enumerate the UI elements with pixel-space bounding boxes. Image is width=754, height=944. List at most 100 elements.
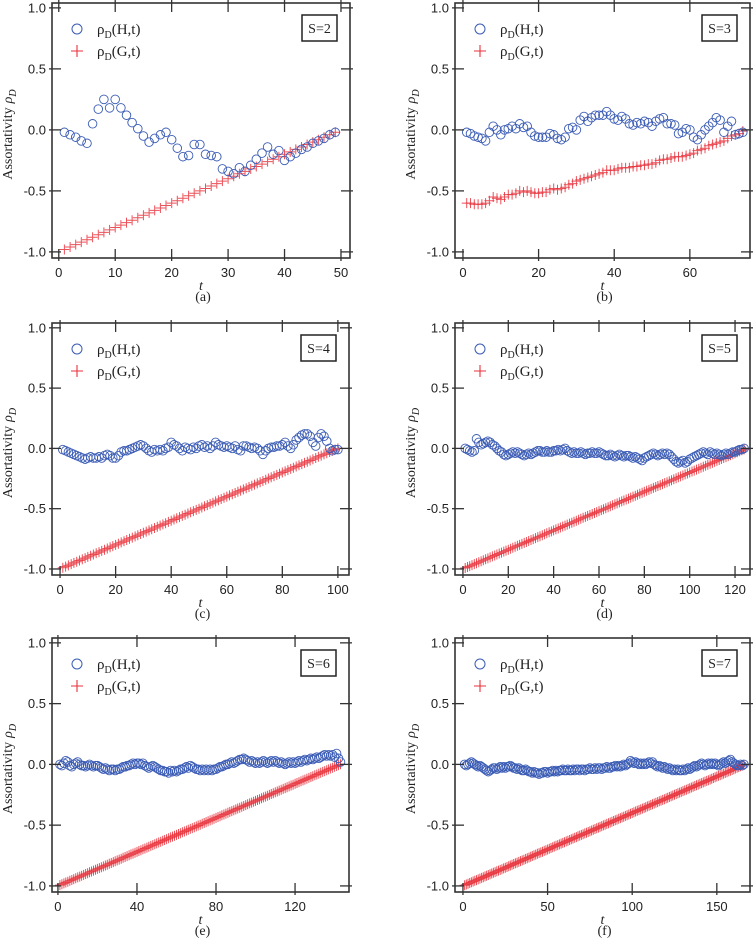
- data-point-circle: [210, 437, 221, 448]
- data-point-plus: [471, 558, 482, 569]
- data-point-plus: [222, 807, 233, 818]
- panel-e: 1.0 0.5 0.0 -0.5 -1.0 0 40 80 120 t Assortativity ρ…: [1, 635, 352, 939]
- y-axis-label: Assortativity ρD: [1, 723, 19, 814]
- legend-plus-icon: [71, 45, 83, 57]
- data-point-circle: [330, 127, 341, 138]
- data-point-plus: [255, 477, 266, 488]
- data-point-plus: [634, 488, 645, 499]
- y-tick-label: -0.5: [24, 818, 46, 833]
- data-point-plus: [327, 762, 338, 773]
- data-point-plus: [333, 760, 344, 771]
- data-point-circle: [579, 111, 589, 122]
- data-point-plus: [149, 523, 160, 533]
- data-point-circle: [166, 134, 177, 145]
- data-point-plus: [245, 163, 256, 174]
- data-point-circle: [294, 755, 304, 766]
- data-point-circle: [625, 755, 636, 766]
- y-tick-label: 1.0: [28, 635, 46, 650]
- data-point-circle: [544, 447, 554, 457]
- y-axis-label-text: Assortativity: [404, 426, 419, 498]
- data-point-plus: [211, 178, 222, 189]
- legend-label: ρD(G,t): [97, 364, 140, 383]
- data-point-plus: [211, 812, 221, 823]
- data-point-circle: [65, 760, 75, 771]
- data-point-plus: [224, 806, 235, 817]
- data-point-plus: [550, 524, 561, 535]
- data-point-plus: [179, 826, 190, 837]
- data-point-circle: [666, 119, 676, 129]
- data-point-plus: [252, 478, 263, 489]
- data-point-plus: [682, 468, 693, 479]
- data-point-circle: [470, 759, 480, 770]
- data-point-plus: [64, 875, 75, 886]
- data-point-plus: [285, 146, 296, 157]
- data-point-plus: [213, 812, 223, 822]
- data-point-circle: [639, 116, 650, 127]
- data-point-plus: [102, 543, 113, 554]
- legend-symbol: ρ: [500, 657, 508, 673]
- data-point-circle: [274, 758, 284, 768]
- s-label: S=3: [708, 22, 731, 37]
- data-point-circle: [499, 125, 510, 135]
- legend-item-h: ρD(H,t): [474, 657, 543, 676]
- data-point-plus: [532, 532, 543, 543]
- data-point-plus: [112, 855, 123, 866]
- data-point-circle: [601, 450, 611, 461]
- y-tick-label: -0.5: [427, 183, 449, 198]
- data-point-plus: [662, 477, 672, 488]
- data-point-plus: [80, 553, 91, 564]
- data-point-plus: [280, 466, 291, 477]
- data-point-plus: [236, 801, 247, 812]
- data-point-circle: [308, 138, 318, 149]
- data-point-circle: [723, 449, 733, 460]
- data-point-plus: [272, 786, 283, 797]
- data-point-circle: [185, 444, 196, 455]
- data-point-plus: [230, 488, 241, 498]
- data-point-plus: [141, 526, 152, 537]
- data-point-plus: [74, 871, 85, 882]
- data-point-circle: [704, 121, 714, 131]
- data-point-circle: [466, 757, 477, 767]
- x-axis-label: t: [199, 913, 204, 928]
- data-point-circle: [183, 763, 194, 773]
- data-point-circle: [716, 450, 727, 461]
- data-point-plus: [82, 868, 93, 879]
- data-point-circle: [725, 448, 736, 458]
- data-point-circle: [127, 117, 137, 128]
- data-point-circle: [138, 441, 149, 451]
- data-point-circle: [589, 448, 600, 458]
- data-point-plus: [177, 193, 188, 204]
- legend-item-h: ρD(H,t): [71, 342, 140, 361]
- data-point-plus: [146, 524, 157, 535]
- legend-label: ρD(H,t): [97, 342, 140, 361]
- data-point-plus: [276, 784, 287, 795]
- data-point-plus: [687, 466, 697, 477]
- data-point-circle: [713, 760, 724, 771]
- data-point-plus: [282, 782, 293, 793]
- data-point-circle: [688, 762, 698, 772]
- data-point-plus: [218, 809, 229, 820]
- x-tick-label: 60: [220, 582, 234, 597]
- data-point-circle: [722, 757, 732, 767]
- data-point-circle: [213, 763, 223, 773]
- legend-args: (G,t): [112, 44, 141, 60]
- y-axis-label-symbol: ρ: [404, 415, 419, 423]
- data-point-plus: [185, 823, 196, 834]
- legend-args: (H,t): [515, 342, 544, 358]
- legend-subscript: D: [105, 665, 112, 676]
- data-point-circle: [729, 758, 739, 768]
- s-label: S=5: [708, 342, 731, 357]
- x-axis-label: t: [601, 279, 606, 294]
- data-point-plus: [612, 498, 623, 509]
- legend-circle-icon: [71, 658, 83, 670]
- data-point-plus: [234, 168, 245, 179]
- data-point-circle: [471, 760, 482, 771]
- data-point-circle: [722, 121, 733, 131]
- data-point-circle: [272, 441, 282, 451]
- data-point-plus: [88, 865, 99, 876]
- panel-label: (e): [195, 924, 211, 939]
- data-point-circle: [646, 449, 656, 460]
- data-point-circle: [283, 441, 293, 451]
- data-point-plus: [143, 841, 154, 852]
- data-point-circle: [323, 749, 334, 760]
